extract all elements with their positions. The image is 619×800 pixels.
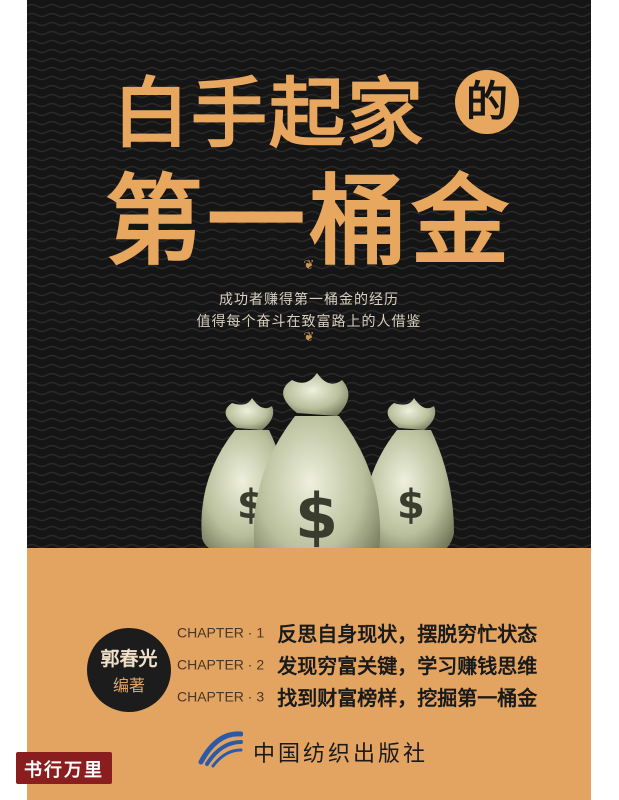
money-bag-icon: $ $ $ [201, 373, 454, 548]
wave-line [27, 210, 591, 216]
chapter-item: CHAPTER · 3 找到财富榜样，挖掘第一桶金 [177, 682, 537, 712]
wave-line [27, 345, 591, 351]
wave-line [27, 3, 591, 9]
title-line-2: 第一桶金 [104, 165, 513, 279]
wave-line [27, 219, 591, 225]
wave-line [27, 48, 591, 54]
wave-line [27, 237, 591, 243]
title-de-badge: 的 [455, 70, 519, 134]
wave-line [27, 129, 591, 135]
wave-line [27, 39, 591, 45]
publisher-name: 中国纺织出版社 [253, 742, 429, 767]
chapter-text: 反思自身现状，摆脱穷忙状态 [277, 622, 538, 646]
chapter-text: 发现穷富关键，学习赚钱思维 [277, 654, 538, 678]
svg-text:$: $ [295, 480, 338, 548]
chapter-item: CHAPTER · 2 发现穷富关键，学习赚钱思维 [177, 650, 537, 680]
wave-line [27, 201, 591, 207]
wave-line [27, 309, 591, 315]
tagline-line-1: 成功者赚得第一桶金的经历 [219, 292, 399, 308]
wave-line [27, 75, 591, 81]
chapter-label: CHAPTER · 3 [177, 688, 265, 705]
watermark-badge: 书行万里 [16, 752, 112, 784]
wave-line [27, 66, 591, 72]
wave-line [27, 327, 591, 333]
wave-line [27, 192, 591, 198]
wave-line [27, 156, 591, 162]
wave-line [27, 354, 591, 360]
wave-line [27, 273, 591, 279]
wave-line [27, 12, 591, 18]
wave-line [27, 174, 591, 180]
watermark-text: 书行万里 [24, 760, 104, 781]
cover-top-panel: 白手起家 的 第一桶金 ❦ 成功者赚得第一桶金的经历 值得每个奋斗在致富路上的人… [27, 0, 591, 548]
ornament-bottom: ❦ [303, 330, 315, 345]
ornament-top: ❦ [303, 258, 315, 273]
publisher: 中国纺织出版社 [197, 728, 425, 768]
wave-line [27, 264, 591, 270]
wave-line [27, 57, 591, 63]
tagline-line-2: 值得每个奋斗在致富路上的人借鉴 [196, 314, 422, 330]
author-badge: 郭春光 编著 [87, 628, 171, 712]
title-line-1: 白手起家 [113, 69, 425, 158]
chapter-text: 找到财富榜样，挖掘第一桶金 [277, 686, 538, 710]
wave-line [27, 282, 591, 288]
wave-line [27, 291, 591, 297]
money-bag-right-icon: $ [363, 398, 454, 548]
wave-line [27, 138, 591, 144]
wave-line [27, 183, 591, 189]
wave-line [27, 336, 591, 342]
chapter-label: CHAPTER · 2 [177, 656, 265, 673]
chapter-item: CHAPTER · 1 反思自身现状，摆脱穷忙状态 [177, 618, 537, 648]
wave-line [27, 165, 591, 171]
book-cover: 白手起家 的 第一桶金 ❦ 成功者赚得第一桶金的经历 值得每个奋斗在致富路上的人… [27, 0, 591, 800]
wave-line [27, 30, 591, 36]
wave-line [27, 300, 591, 306]
author-role: 编著 [112, 676, 145, 695]
money-bag-center-icon: $ [253, 373, 381, 548]
wave-line [27, 228, 591, 234]
wave-line [27, 21, 591, 27]
publisher-logo-icon [198, 731, 244, 768]
wave-line [27, 246, 591, 252]
author-name: 郭春光 [100, 648, 158, 670]
wave-line [27, 147, 591, 153]
svg-text:$: $ [397, 482, 425, 528]
wave-line [27, 363, 591, 369]
wave-line [27, 255, 591, 261]
chapter-label: CHAPTER · 1 [177, 624, 265, 641]
wave-line [27, 318, 591, 324]
